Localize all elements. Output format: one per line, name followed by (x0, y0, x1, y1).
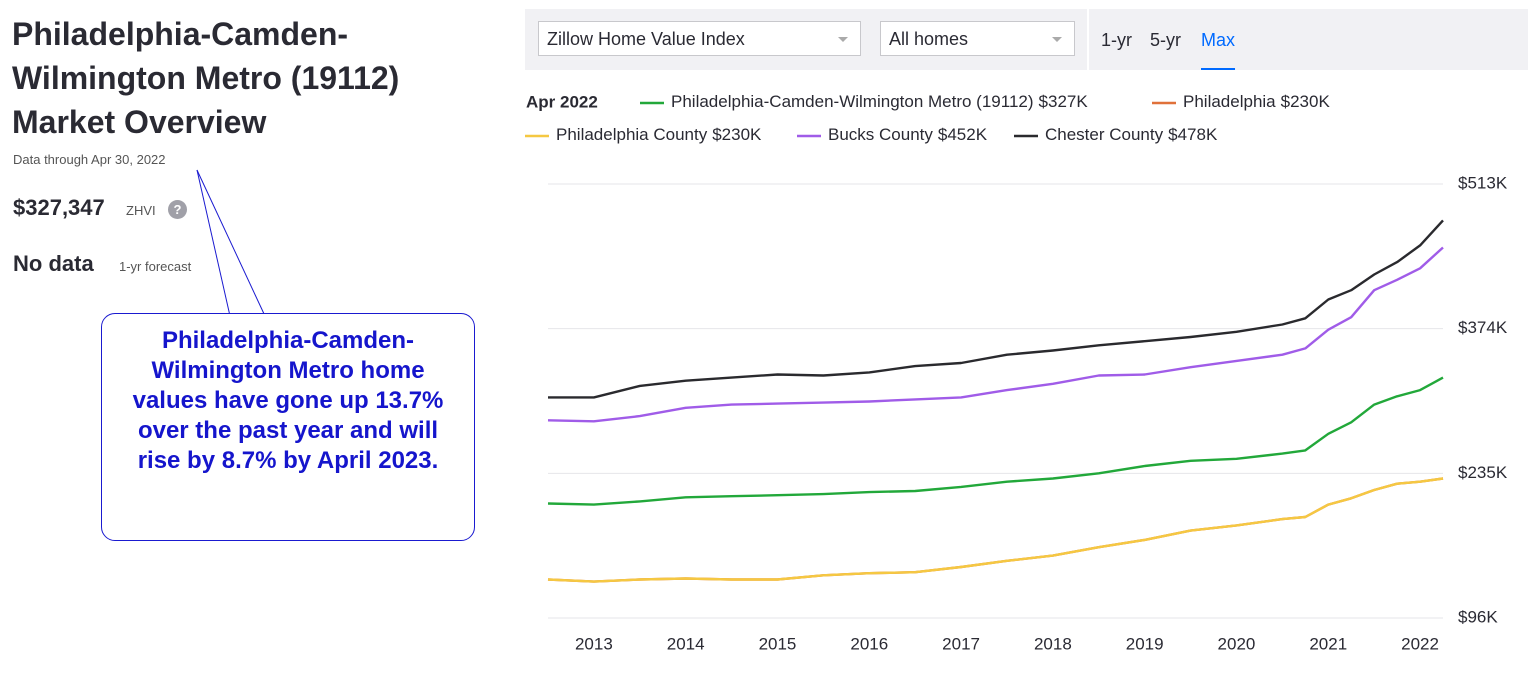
legend-name: Philadelphia-Camden-Wilmington Metro (19… (671, 92, 1034, 111)
y-tick-label: $513K (1458, 173, 1508, 192)
legend-entry: Philadelphia County $230K (556, 125, 762, 144)
series-line (548, 219, 1444, 399)
x-tick-label: 2016 (850, 634, 888, 653)
help-icon[interactable]: ? (168, 200, 187, 219)
legend-entry: Chester County $478K (1045, 125, 1218, 144)
series-line (547, 246, 1444, 423)
range-tab[interactable]: 5-yr (1150, 30, 1181, 50)
legend-entry: Philadelphia-Camden-Wilmington Metro (19… (671, 92, 1088, 111)
y-tick-label: $235K (1458, 463, 1508, 482)
zhvi-value: $327,347 (13, 195, 105, 220)
x-tick-label: 2018 (1034, 634, 1072, 653)
series-line (547, 477, 1444, 583)
series-line (547, 477, 1444, 583)
legend-entry: Bucks County $452K (828, 125, 988, 144)
x-tick-label: 2019 (1126, 634, 1164, 653)
callout-pointer (196, 169, 266, 317)
data-through: Data through Apr 30, 2022 (13, 152, 166, 167)
home-type-dropdown[interactable]: All homes (880, 21, 1075, 56)
legend-name: Philadelphia (1183, 92, 1276, 111)
range-tab[interactable]: 1-yr (1101, 30, 1132, 50)
callout: Philadelphia-Camden-Wilmington Metro hom… (101, 313, 475, 541)
y-tick-label: $96K (1458, 607, 1498, 626)
legend-date: Apr 2022 (526, 92, 598, 111)
range-tab[interactable]: Max (1201, 30, 1235, 50)
legend-value: $452K (938, 125, 988, 144)
legend-value: $478K (1168, 125, 1218, 144)
legend-name: Philadelphia County (556, 125, 708, 144)
y-tick-label: $374K (1458, 318, 1508, 337)
zhvi-label: ZHVI (126, 203, 156, 218)
metric-dropdown[interactable]: Zillow Home Value Index (538, 21, 861, 56)
x-tick-label: 2014 (667, 634, 705, 653)
forecast-label: 1-yr forecast (119, 259, 192, 274)
legend-name: Chester County (1045, 125, 1164, 144)
page-title: Philadelphia-Camden-Wilmington Metro (19… (12, 16, 400, 140)
forecast-value: No data (13, 251, 94, 276)
series-line (547, 376, 1444, 506)
legend-entry: Philadelphia $230K (1183, 92, 1330, 111)
x-tick-label: 2021 (1309, 634, 1347, 653)
callout-pointer (196, 169, 231, 317)
x-tick-label: 2020 (1218, 634, 1256, 653)
x-tick-label: 2015 (759, 634, 797, 653)
legend-value: $230K (712, 125, 762, 144)
legend-name: Bucks County (828, 125, 933, 144)
legend-value: $327K (1039, 92, 1089, 111)
x-tick-label: 2022 (1401, 634, 1439, 653)
tab-underline (1201, 68, 1236, 70)
legend-value: $230K (1281, 92, 1331, 111)
x-tick-label: 2017 (942, 634, 980, 653)
x-tick-label: 2013 (575, 634, 613, 653)
